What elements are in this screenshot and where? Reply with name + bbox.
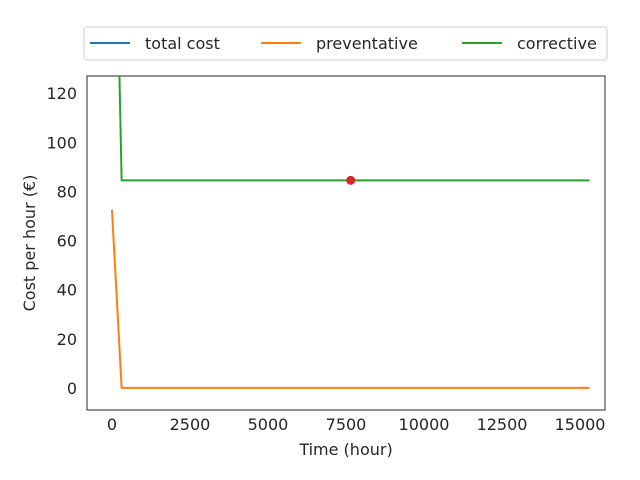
- x-axis-label: Time (hour): [298, 440, 392, 459]
- y-tick-label: 60: [57, 232, 77, 251]
- y-tick-label: 100: [46, 133, 77, 152]
- x-tick-label: 2500: [170, 415, 211, 434]
- x-tick-label: 12500: [477, 415, 528, 434]
- x-tick-label: 0: [107, 415, 117, 434]
- y-axis-ticks: 0 20 40 60 80 100 120: [46, 84, 77, 398]
- y-tick-label: 0: [67, 379, 77, 398]
- y-tick-label: 80: [57, 182, 77, 201]
- optimum-point-marker: [346, 175, 356, 185]
- y-tick-label: 120: [46, 84, 77, 103]
- x-tick-label: 7500: [326, 415, 367, 434]
- legend: total cost preventative corrective: [83, 26, 608, 61]
- y-tick-label: 40: [57, 281, 77, 300]
- series-line-preventative: [110, 209, 590, 389]
- plot-area: [86, 75, 606, 411]
- series-layer: [110, 76, 590, 389]
- y-axis-label: Cost per hour (€): [20, 175, 39, 312]
- legend-label-total-cost: total cost: [145, 34, 220, 53]
- x-tick-label: 15000: [555, 415, 606, 434]
- y-tick-label: 20: [57, 330, 77, 349]
- marker-layer: [346, 175, 356, 185]
- x-tick-label: 5000: [248, 415, 289, 434]
- x-tick-label: 10000: [399, 415, 450, 434]
- legend-frame: [83, 26, 608, 61]
- x-axis-ticks: 0 2500 5000 7500 10000 12500 15000: [107, 415, 606, 434]
- legend-label-corrective: corrective: [517, 34, 597, 53]
- series-line-corrective: [118, 76, 590, 182]
- legend-label-preventative: preventative: [316, 34, 418, 53]
